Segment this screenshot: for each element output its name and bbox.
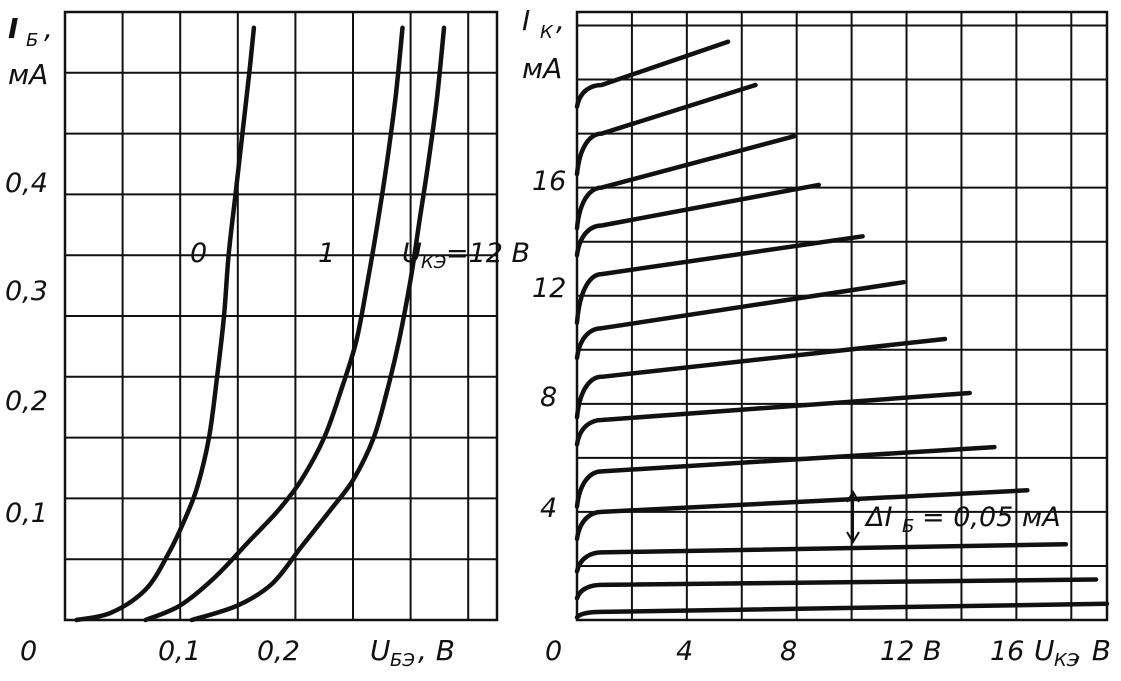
right-y-axis-subscript: К — [540, 22, 554, 43]
right-y-axis-unit: мА — [522, 52, 562, 85]
output-curve-1 — [574, 577, 1099, 601]
delta-ib-symbol: ΔI — [864, 502, 892, 533]
output-curve-7 — [574, 279, 907, 361]
delta-arrow-head-down — [846, 531, 860, 544]
curve-label-1: 1 — [318, 238, 335, 269]
right-x-tick-4: 4 — [676, 636, 693, 667]
left-grid — [65, 12, 497, 620]
output-curve-12 — [574, 39, 731, 109]
right-y-tick-12: 12 — [532, 273, 566, 304]
output-curve-3 — [574, 488, 1030, 542]
output-curve-9 — [574, 182, 821, 258]
left-x-tick-0-2: 0,2 — [257, 636, 300, 667]
output-curve-5 — [574, 390, 972, 447]
input-curve-12 — [189, 25, 447, 623]
curve-label-12-symbol: U — [402, 238, 422, 269]
right-curves — [574, 39, 1110, 620]
input-curve-1 — [143, 25, 405, 623]
left-y-axis-symbol: I — [8, 12, 18, 45]
right-x-axis-subscript: КЭ — [1054, 650, 1080, 671]
left-y-tick-0-4: 0,4 — [5, 168, 48, 199]
output-curve-10 — [574, 134, 797, 231]
input-characteristics-chart: 0 0,1 0,2 0,1 0,2 0,3 0,4 I Б , мА U БЭ … — [5, 10, 530, 671]
left-x-axis-unit: , В — [418, 634, 455, 667]
output-curve-8 — [574, 234, 865, 326]
right-x-axis-symbol: U — [1034, 634, 1055, 667]
delta-ib-value: = 0,05 мА — [922, 502, 1061, 533]
output-curve-0 — [574, 601, 1110, 620]
left-y-axis-unit: мА — [8, 58, 48, 91]
output-curve-11 — [574, 82, 758, 177]
output-curve-2 — [574, 542, 1069, 574]
left-origin-label: 0 — [20, 636, 37, 667]
delta-ib-subscript: Б — [902, 516, 914, 537]
curve-label-12-value: =12 В — [446, 238, 530, 269]
curve-label-0: 0 — [190, 238, 207, 269]
right-x-tick-8: 8 — [780, 636, 797, 667]
right-origin-label: 0 — [545, 636, 562, 667]
output-curve-4 — [574, 444, 997, 509]
output-characteristics-chart: 0 4 8 12 В 16 4 8 12 16 I К , мА U КЭ , … — [522, 4, 1111, 671]
left-x-axis-symbol: U — [370, 634, 391, 667]
left-y-axis-subscript: Б — [26, 30, 38, 51]
left-y-axis-label: I Б , мА — [8, 12, 53, 91]
curve-label-12: U КЭ =12 В — [402, 238, 530, 273]
left-curves — [74, 25, 447, 623]
right-y-axis-label: I К , мА — [522, 4, 565, 85]
right-y-tick-8: 8 — [540, 382, 557, 413]
delta-arrow-head-up — [846, 490, 860, 503]
right-y-tick-16: 16 — [532, 166, 566, 197]
left-y-tick-0-1: 0,1 — [5, 498, 48, 529]
right-x-tick-16: 16 — [990, 636, 1024, 667]
left-y-tick-0-3: 0,3 — [5, 276, 48, 307]
left-y-axis-comma: , — [44, 12, 53, 45]
right-y-axis-symbol: I — [522, 4, 530, 37]
input-curve-0 — [74, 25, 257, 623]
right-x-tick-12: 12 В — [880, 636, 941, 667]
right-x-axis-label: U КЭ , В — [1034, 634, 1111, 671]
left-x-axis-subscript: БЭ — [390, 650, 415, 671]
left-x-tick-0-1: 0,1 — [158, 636, 201, 667]
right-x-axis-unit: , В — [1074, 634, 1111, 667]
output-curve-6 — [574, 336, 948, 420]
curve-label-12-subscript: КЭ — [421, 252, 447, 273]
right-y-tick-4: 4 — [540, 493, 557, 524]
delta-ib-annotation: ΔI Б = 0,05 мА — [846, 490, 1061, 544]
left-x-axis-label: U БЭ , В — [370, 634, 455, 671]
left-y-tick-0-2: 0,2 — [5, 386, 48, 417]
left-plot-frame — [63, 10, 499, 622]
right-y-axis-comma: , — [556, 4, 565, 37]
